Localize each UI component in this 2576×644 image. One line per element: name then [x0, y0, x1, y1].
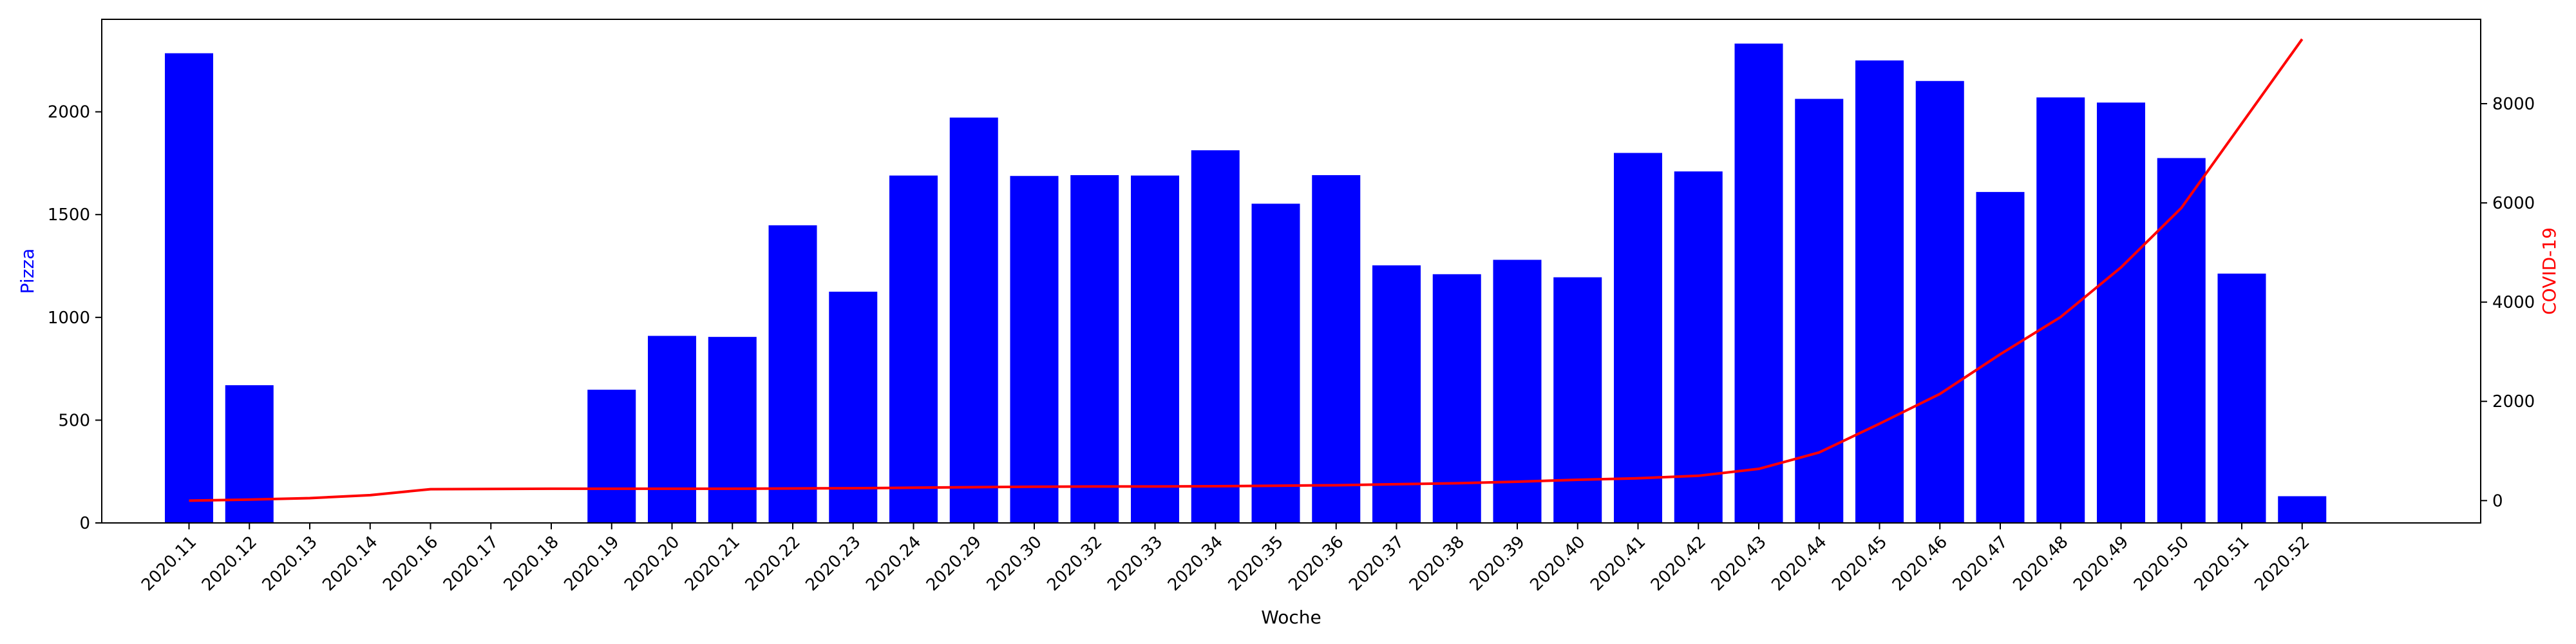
bar-2020.36: [1312, 175, 1361, 523]
bar-2020.45: [1855, 60, 1904, 523]
y2-tick-label-2000: 2000: [2492, 392, 2535, 412]
bar-2020.42: [1674, 171, 1723, 523]
y-tick-label-500: 500: [58, 411, 90, 430]
bar-2020.39: [1493, 260, 1542, 523]
y2-tick-label-6000: 6000: [2492, 194, 2535, 213]
bar-series-pizza: [165, 43, 2327, 524]
bar-2020.50: [2157, 158, 2206, 523]
y-axis-right-title: COVID-19: [2539, 227, 2560, 315]
y2-tick-label-0: 0: [2492, 491, 2503, 511]
bar-2020.48: [2036, 97, 2085, 523]
covid-line: [189, 38, 2304, 502]
y-tick-label-1000: 1000: [48, 308, 90, 328]
bar-2020.37: [1372, 265, 1421, 523]
bar-2020.23: [829, 291, 878, 523]
bar-2020.41: [1614, 153, 1662, 524]
plot-frame: [101, 19, 2481, 524]
bar-2020.34: [1191, 150, 1240, 523]
y-axis-right-ticks: 0 2000 4000 6000 8000: [2481, 95, 2535, 511]
bar-2020.19: [587, 390, 636, 523]
bar-2020.24: [889, 175, 938, 523]
bar-2020.43: [1734, 43, 1783, 523]
bar-2020.22: [768, 225, 817, 523]
bar-2020.21: [708, 337, 757, 523]
y2-tick-label-8000: 8000: [2492, 95, 2535, 114]
bar-2020.32: [1070, 175, 1119, 523]
x-axis-title: Woche: [1261, 607, 1321, 628]
bar-2020.20: [648, 336, 696, 523]
bar-2020.30: [1010, 176, 1059, 523]
y-tick-label-1500: 1500: [48, 205, 90, 225]
bar-2020.33: [1131, 175, 1179, 523]
line-series-covid: [189, 38, 2304, 502]
bar-2020.47: [1976, 192, 2025, 524]
y-tick-label-2000: 2000: [48, 103, 90, 122]
y2-tick-label-4000: 4000: [2492, 293, 2535, 312]
y-axis-left-title: Pizza: [17, 249, 38, 294]
bar-2020.38: [1432, 274, 1481, 523]
bar-2020.46: [1915, 80, 1964, 523]
bar-2020.49: [2097, 102, 2145, 523]
bar-2020.11: [165, 53, 213, 524]
bar-2020.29: [949, 117, 998, 523]
y-tick-label-0: 0: [79, 514, 90, 533]
bar-2020.35: [1251, 204, 1300, 523]
bar-2020.52: [2278, 496, 2327, 523]
bar-2020.12: [225, 385, 274, 523]
y-axis-left-ticks: 0 500 1000 1500 2000: [48, 103, 102, 533]
bar-2020.40: [1553, 277, 1602, 523]
bar-2020.44: [1795, 99, 1844, 524]
bar-2020.51: [2217, 273, 2266, 523]
